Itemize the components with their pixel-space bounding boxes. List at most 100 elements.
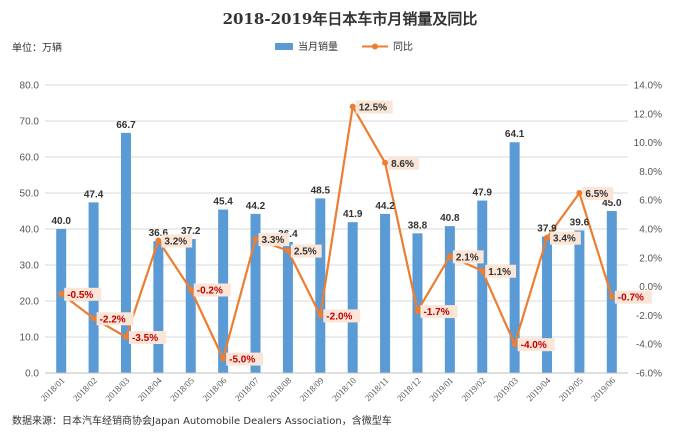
pct-value-label: 3.2% [164, 237, 187, 248]
bar-value-label: 64.1 [505, 129, 525, 140]
y-right-tick-label: -4.0% [636, 340, 662, 351]
y-left-tick-label: 30.0 [20, 261, 40, 272]
pct-value-label: 12.5% [359, 103, 387, 114]
yoy-point [220, 355, 227, 362]
x-tick-label: 2019/06 [589, 375, 617, 403]
pct-label-box [290, 244, 322, 258]
pct-value-label: 6.5% [585, 189, 608, 200]
bar [120, 132, 131, 373]
legend-bar-label: 当月销量 [298, 40, 338, 53]
bar-series [56, 132, 617, 373]
bar [315, 198, 326, 373]
y-right-tick-label: 12.0% [634, 109, 662, 120]
unit-label: 单位：万辆 [12, 41, 62, 54]
x-tick-label: 2018/01 [39, 375, 67, 403]
bar [88, 202, 99, 373]
yoy-point [608, 293, 615, 300]
bar-value-label: 45.0 [602, 198, 622, 209]
yoy-point [317, 312, 324, 319]
y-left-tick-label: 50.0 [20, 189, 40, 200]
bar-value-label: 41.9 [343, 209, 363, 220]
bar-value-label: 37.2 [181, 226, 201, 237]
x-tick-label: 2018/10 [330, 375, 358, 403]
y-right-tick-label: 14.0% [634, 81, 662, 92]
pct-label-box [161, 234, 193, 248]
bar [574, 230, 585, 373]
yoy-point [155, 237, 162, 244]
bar-value-label: 37.9 [537, 224, 557, 235]
pct-value-label: -0.2% [197, 285, 223, 296]
bar-value-label: 44.2 [246, 201, 266, 212]
y-left-tick-label: 80.0 [20, 81, 40, 92]
x-tick-label: 2018/04 [136, 375, 164, 403]
y-left-tick-label: 60.0 [20, 153, 40, 164]
x-tick-label: 2018/11 [363, 375, 391, 403]
pct-value-label: -5.0% [229, 355, 255, 366]
pct-label-box [582, 187, 614, 200]
x-tick-label: 2018/07 [233, 375, 261, 403]
bar [347, 222, 358, 373]
yoy-point [446, 253, 453, 260]
bar [185, 239, 196, 373]
bar-value-label: 66.7 [116, 120, 136, 131]
y-left-tick-label: 70.0 [20, 117, 40, 128]
yoy-point [90, 315, 97, 322]
bar-value-label: 39.6 [570, 217, 590, 228]
x-tick-label: 2018/06 [201, 375, 229, 403]
pct-label-box [420, 305, 458, 319]
pct-label-box [128, 331, 166, 344]
data-labels: 40.047.466.736.637.245.444.236.448.541.9… [51, 100, 652, 366]
yoy-point [284, 247, 291, 254]
legend-line-marker [372, 43, 378, 50]
pct-label-box [614, 290, 652, 304]
yoy-point [252, 236, 259, 243]
pct-value-label: 1.1% [488, 267, 511, 278]
yoy-point [414, 308, 421, 315]
bar [250, 213, 261, 373]
y-left-tick-label: 40.0 [20, 225, 40, 236]
yoy-point [544, 234, 551, 241]
pct-label-box [485, 264, 517, 278]
pct-value-label: -2.2% [100, 314, 126, 325]
yoy-line [60, 105, 613, 360]
y-right-tick-label: 0.0% [639, 282, 662, 293]
pct-label-box [226, 352, 264, 366]
pct-label-box [64, 287, 102, 301]
pct-label-box [193, 283, 231, 297]
y-right-tick-label: 10.0% [634, 138, 662, 149]
bar [282, 241, 293, 373]
x-tick-label: 2019/01 [427, 375, 455, 403]
y-axis-right: -6.0% -4.0% -2.0% 0.0% 2.0% 4.0% 6.0% 8.0% 10.0%… [634, 81, 662, 380]
y-right-tick-label: -6.0% [636, 369, 662, 380]
bar [380, 213, 391, 373]
bar [606, 211, 617, 373]
yoy-point [576, 190, 583, 196]
legend-bar-swatch [275, 43, 293, 50]
x-tick-label: 2019/03 [492, 375, 520, 403]
bar [56, 229, 67, 373]
x-tick-label: 2018/12 [395, 375, 423, 403]
pct-value-label: 2.5% [294, 247, 317, 258]
bar [444, 226, 455, 373]
y-right-tick-label: 8.0% [639, 167, 662, 178]
pct-label-box [517, 338, 555, 352]
bar-value-label: 36.6 [149, 228, 169, 239]
bar-value-label: 47.4 [84, 189, 104, 200]
bar-value-label: 40.8 [440, 213, 460, 224]
chart-title: 2018-2019年日本车市月销量及同比 [223, 10, 478, 28]
y-left-tick-label: 0.0 [25, 369, 39, 380]
y-right-tick-label: 4.0% [639, 225, 662, 236]
legend-line-label: 同比 [393, 41, 413, 53]
legend: 当月销量 同比 [275, 40, 413, 53]
x-tick-label: 2018/03 [103, 375, 131, 403]
bar [153, 241, 164, 373]
yoy-point [382, 159, 389, 166]
yoy-point [349, 103, 356, 110]
x-tick-label: 2019/02 [460, 375, 488, 403]
pct-value-label: -0.7% [618, 293, 644, 304]
pct-value-label: -3.5% [132, 333, 158, 344]
bar-value-label: 40.0 [51, 216, 71, 227]
y-axis-left: 0.0 10.0 20.0 30.0 40.0 50.0 60.0 70.0 80.0 [20, 81, 40, 380]
x-tick-label: 2018/09 [298, 375, 326, 403]
bar [477, 200, 488, 373]
